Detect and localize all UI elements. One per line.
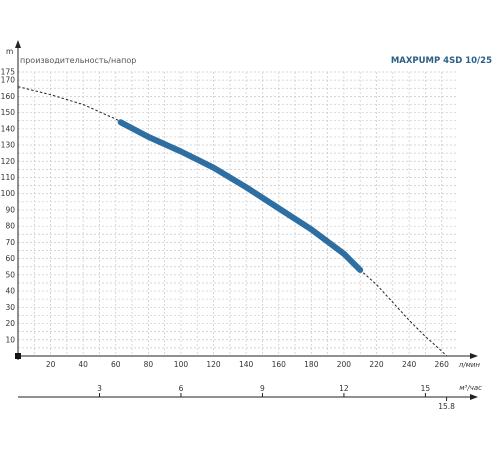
- y-tick-label: 20: [5, 319, 15, 328]
- series-line-operating: [117, 119, 364, 273]
- y-axis-arrow: [15, 40, 21, 48]
- y-tick-label: 160: [1, 92, 16, 101]
- x-tick-label: 140: [239, 360, 254, 369]
- x-tick-label: 260: [435, 360, 450, 369]
- y-tick-label: 30: [5, 303, 15, 312]
- tick-labels: 10 20 30 40 50 60 70 80 90 100 110 120 130 140 150 160 1…: [1, 68, 482, 412]
- x2-tick-label: 9: [260, 384, 265, 393]
- y-tick-label: 40: [5, 287, 15, 296]
- y-axis-label: производительность/напор: [20, 56, 136, 65]
- y-tick-label: 10: [5, 335, 15, 344]
- x2-tick-label: 15.8: [438, 402, 455, 411]
- y-tick-label: 120: [1, 157, 16, 166]
- x-tick-label: 180: [304, 360, 319, 369]
- x-tick-label: 160: [272, 360, 287, 369]
- x-tick-label: 20: [46, 360, 56, 369]
- y-tick-label: 50: [5, 270, 15, 279]
- y-tick-label: 90: [5, 205, 15, 214]
- y-tick-label: 100: [1, 189, 16, 198]
- x-tick-label: 40: [78, 360, 88, 369]
- x-tick-label: 120: [206, 360, 221, 369]
- y-tick-label: 140: [1, 124, 16, 133]
- x-tick-label: 240: [402, 360, 417, 369]
- y-tick-label: 80: [5, 222, 15, 231]
- grid: [18, 71, 458, 356]
- y-tick-label: 150: [1, 108, 16, 117]
- x-tick-label: 220: [369, 360, 384, 369]
- x2-tick-label: 6: [179, 384, 184, 393]
- x-axis-arrow: [470, 353, 478, 359]
- x2-axis-unit: м³/час: [459, 384, 482, 392]
- x-tick-label: 200: [337, 360, 352, 369]
- series-line-extrapolated: [17, 86, 447, 357]
- series: [17, 86, 447, 357]
- x-axis-unit: л/мин: [458, 361, 481, 369]
- x-tick-label: 60: [111, 360, 121, 369]
- x-tick-label: 100: [174, 360, 189, 369]
- x-tick-label: 80: [144, 360, 154, 369]
- x2-tick-label: 12: [339, 384, 349, 393]
- y-tick-label: 175: [1, 68, 16, 77]
- y-tick-label: 70: [5, 238, 15, 247]
- x2-tick-label: 3: [97, 384, 102, 393]
- y-tick-label: 170: [1, 76, 16, 85]
- chart-title: MAXPUMP 4SD 10/25: [391, 56, 492, 66]
- axes: [15, 40, 478, 400]
- y-tick-label: 130: [1, 141, 16, 150]
- y-axis-unit: m: [6, 47, 13, 56]
- y-tick-label: 110: [1, 173, 16, 182]
- y-tick-label: 60: [5, 254, 15, 263]
- x2-axis-arrow: [470, 394, 478, 400]
- x2-tick-label: 15: [421, 384, 431, 393]
